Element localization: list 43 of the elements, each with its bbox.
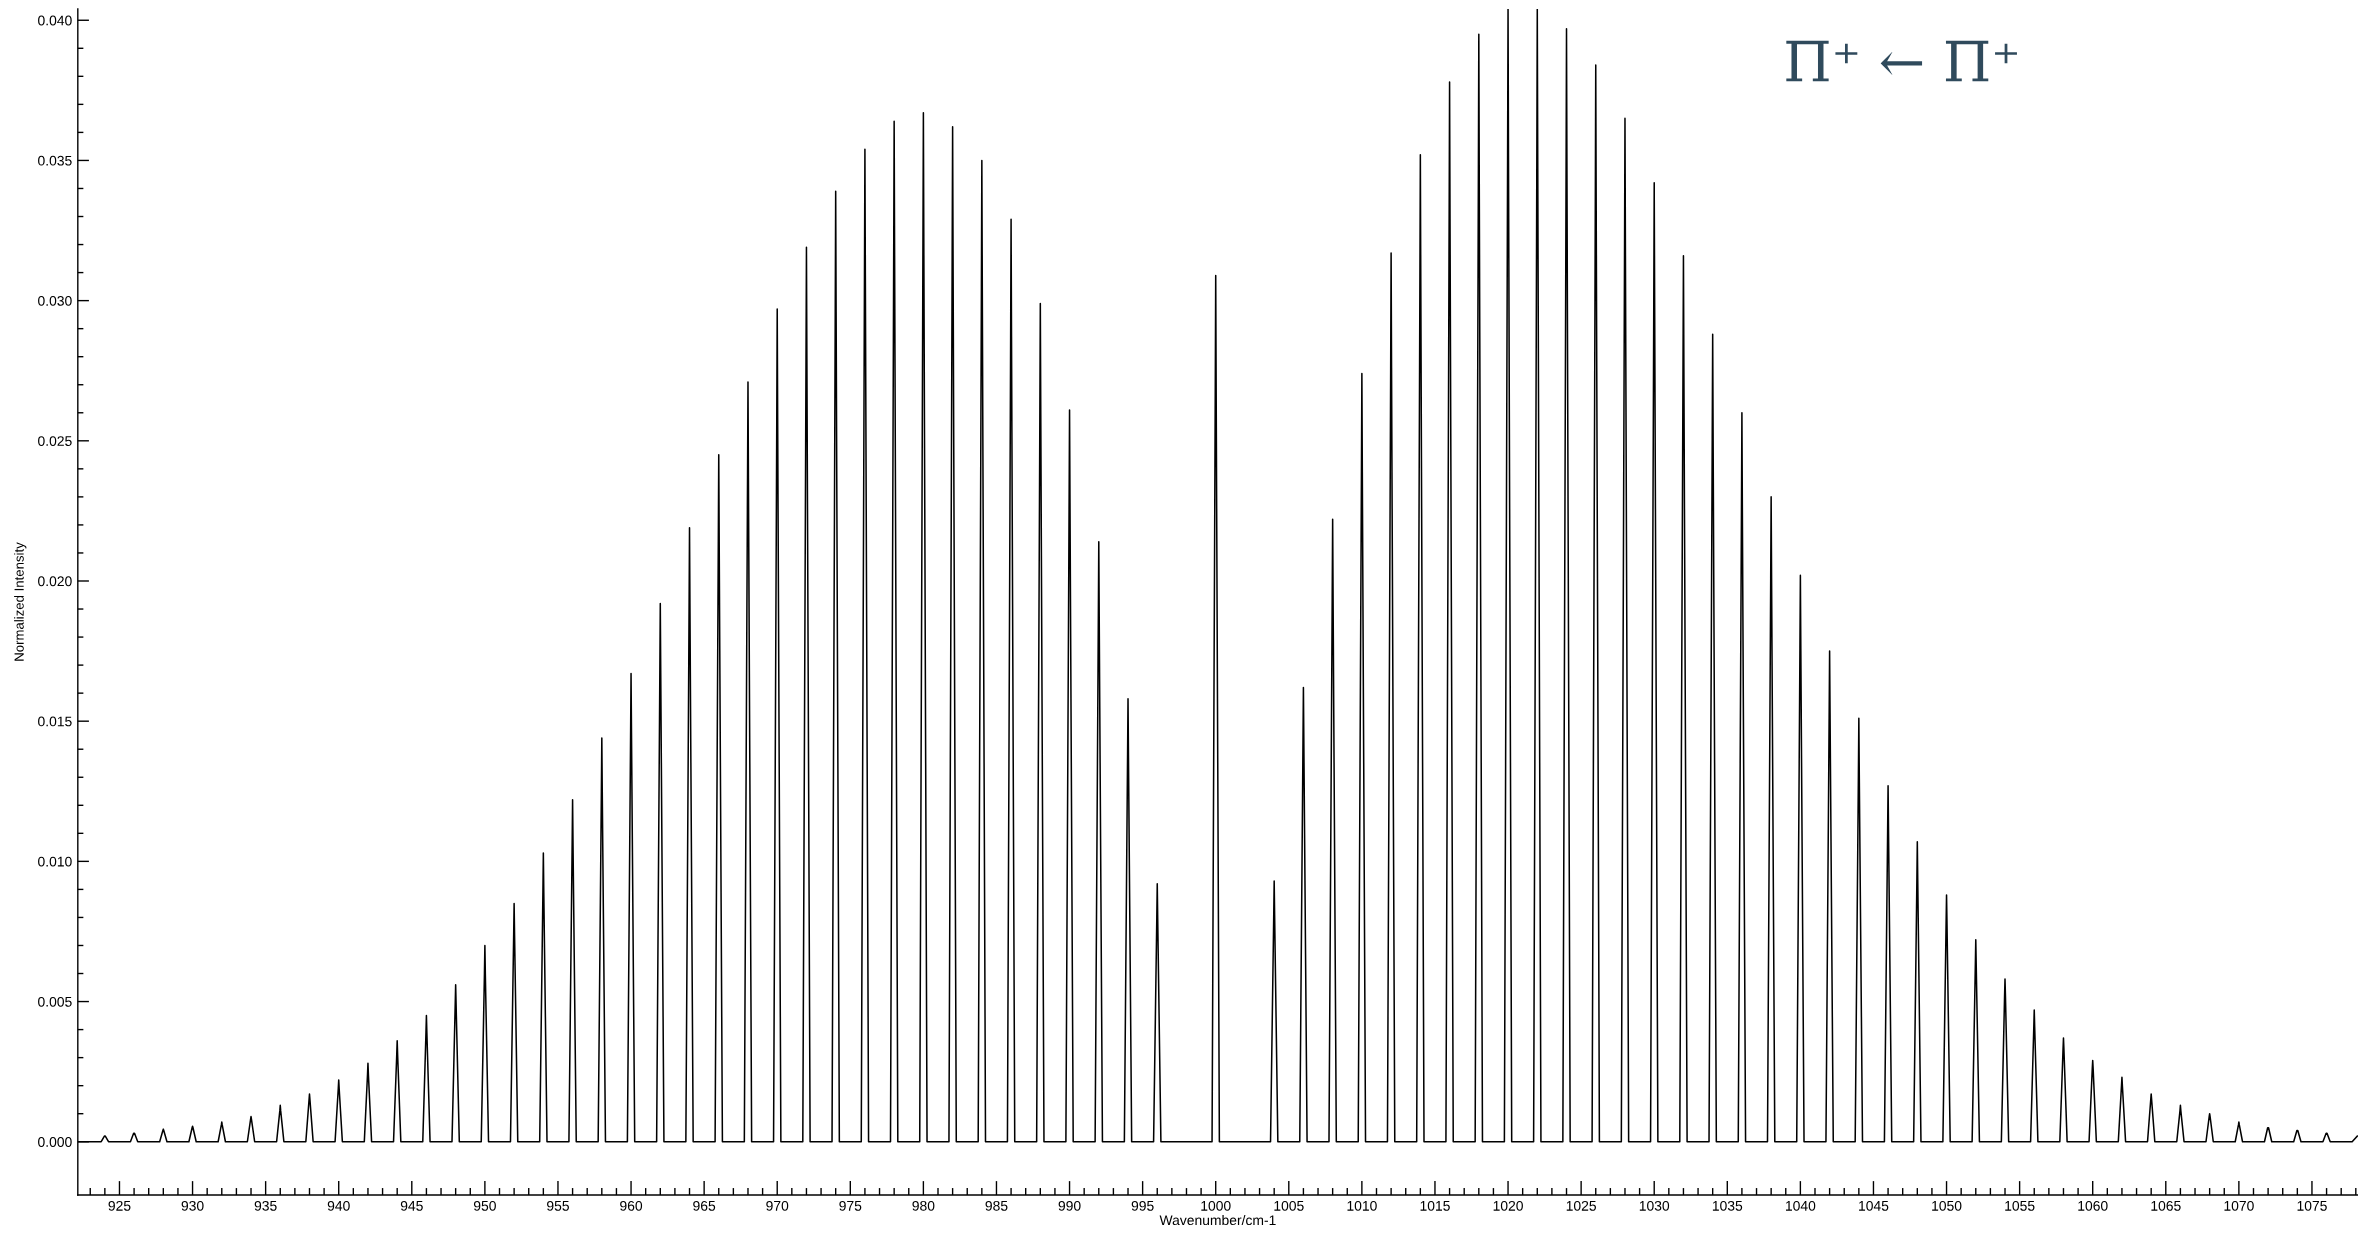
x-tick-label: 980 xyxy=(912,1200,935,1211)
x-tick-label: 1040 xyxy=(1785,1200,1816,1211)
y-tick-label: 0.025 xyxy=(38,436,72,446)
x-tick-label: 955 xyxy=(547,1200,569,1211)
y-tick-label: 0.005 xyxy=(38,996,72,1007)
x-tick-label: 940 xyxy=(327,1200,350,1211)
x-tick-label: 945 xyxy=(400,1200,423,1211)
x-tick-label: 995 xyxy=(1131,1200,1154,1211)
x-tick-label: 1075 xyxy=(2297,1200,2327,1211)
x-tick-label: 1000 xyxy=(1201,1200,1231,1211)
x-tick-label: 1050 xyxy=(1932,1200,1962,1211)
x-tick-label: 950 xyxy=(473,1200,496,1211)
x-tick-label: 1015 xyxy=(1420,1200,1450,1211)
y-tick-label: 0.040 xyxy=(38,15,72,26)
x-tick-label: 1045 xyxy=(1859,1200,1889,1211)
x-tick-label: 990 xyxy=(1058,1200,1081,1211)
x-tick-label: 1070 xyxy=(2224,1200,2254,1211)
y-tick-label: 0.020 xyxy=(38,576,72,587)
y-tick-label: 0.035 xyxy=(38,155,72,166)
x-tick-label: 1005 xyxy=(1274,1200,1304,1211)
x-tick-label: 1055 xyxy=(2005,1200,2035,1211)
x-tick-label: 1010 xyxy=(1347,1200,1377,1211)
x-tick-label: 985 xyxy=(985,1200,1008,1211)
x-tick-label: 925 xyxy=(108,1200,131,1211)
x-tick-label: 1025 xyxy=(1566,1200,1596,1211)
x-tick-label: 970 xyxy=(766,1200,789,1211)
x-tick-label: 960 xyxy=(620,1200,643,1211)
x-tick-label: 965 xyxy=(693,1200,716,1211)
x-tick-label: 975 xyxy=(839,1200,862,1211)
y-tick-label: 0.015 xyxy=(38,716,72,727)
x-tick-label: 1020 xyxy=(1493,1200,1523,1211)
x-tick-label: 930 xyxy=(181,1200,204,1211)
x-axis-title: Wavenumber/cm-1 xyxy=(1159,1214,1276,1226)
y-tick-label: 0.030 xyxy=(38,295,72,306)
x-tick-label: 1035 xyxy=(1712,1200,1743,1211)
x-tick-label: 1030 xyxy=(1639,1200,1670,1211)
annotation: Π⁺ ← Π⁺ xyxy=(1786,40,2017,82)
y-tick-label: 0.010 xyxy=(38,856,72,867)
x-tick-label: 1065 xyxy=(2151,1200,2181,1211)
y-axis-title: Normalized Intensity xyxy=(14,542,27,661)
x-tick-label: 1060 xyxy=(2078,1200,2108,1211)
y-tick-label: 0.000 xyxy=(38,1137,72,1147)
x-tick-label: 935 xyxy=(254,1200,277,1211)
